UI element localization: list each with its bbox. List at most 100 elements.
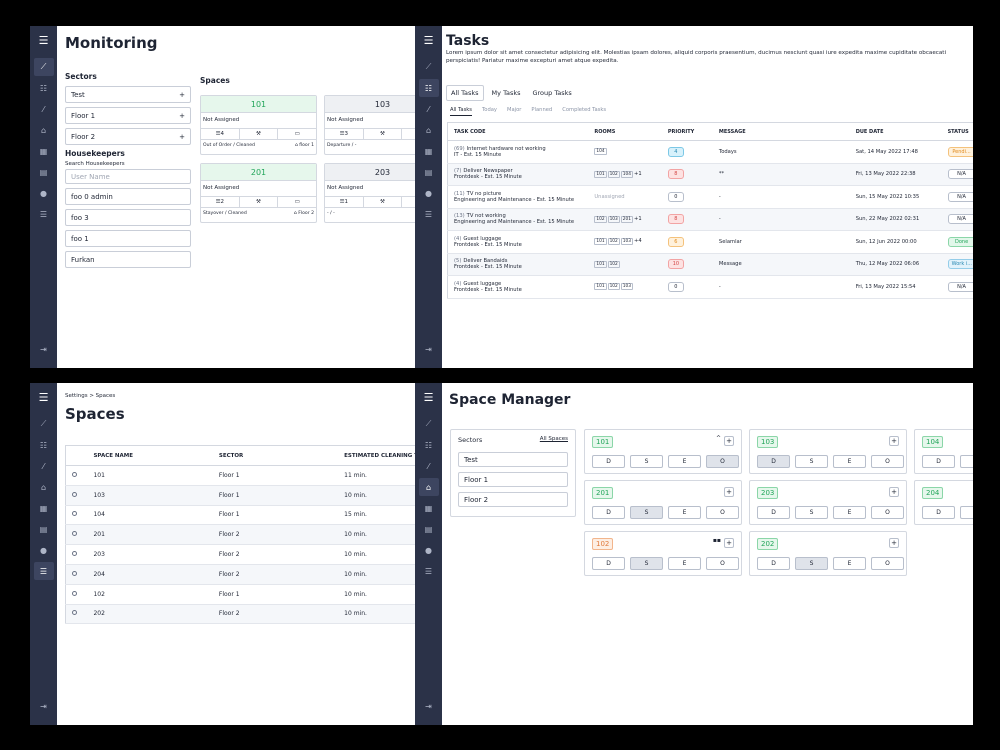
tab-group-tasks[interactable]: Group Tasks: [532, 89, 572, 97]
plus-icon[interactable]: +: [889, 538, 899, 548]
status-button-o[interactable]: O: [871, 455, 904, 468]
chart-icon[interactable]: ⟋: [425, 62, 432, 71]
subtab-completed-tasks[interactable]: Completed Tasks: [562, 107, 607, 113]
column-header[interactable]: ESTIMATED CLEANING T: [338, 445, 420, 466]
housekeeper-item[interactable]: Furkan: [65, 251, 191, 268]
status-button-e[interactable]: E: [833, 506, 866, 519]
row-radio[interactable]: [72, 531, 77, 537]
status-button-d[interactable]: D: [592, 506, 625, 519]
housekeeper-item[interactable]: foo 0 admin: [65, 188, 191, 205]
menu-icon[interactable]: ☰: [38, 33, 49, 47]
broom-icon[interactable]: ⁄: [42, 104, 45, 114]
column-header[interactable]: SECTOR: [212, 445, 339, 466]
space-card[interactable]: 101 Not Assigned ☰ 4 ⚒ ▭ Out of Order / Clean…: [200, 95, 317, 155]
subtab-today[interactable]: Today: [481, 107, 497, 113]
clipboard-icon[interactable]: ▤: [424, 524, 433, 534]
status-button-o[interactable]: O: [706, 455, 739, 468]
clipboard-icon[interactable]: ▤: [39, 524, 48, 534]
table-row[interactable]: 102 Floor 1 10 min.: [65, 584, 420, 605]
table-row[interactable]: (7) Deliver Newspaper Frontdesk - Est. 15 …: [447, 163, 973, 186]
calendar-icon[interactable]: ▦: [424, 503, 433, 513]
sector-item[interactable]: Test: [458, 452, 568, 467]
list-icon[interactable]: ☷: [424, 440, 433, 450]
user-icon[interactable]: ●: [425, 545, 432, 555]
chart-icon[interactable]: ⟋: [40, 419, 47, 428]
list-icon[interactable]: ☷: [39, 440, 48, 450]
subtab-all-tasks[interactable]: All Tasks: [450, 107, 472, 116]
status-button-d[interactable]: D: [592, 557, 625, 570]
column-header[interactable]: SPACE NAME: [87, 445, 213, 466]
space-card[interactable]: 102 ▪▪ + D S E O: [584, 531, 742, 576]
column-header[interactable]: DUE DATE: [849, 122, 942, 141]
bed-icon[interactable]: ▭: [294, 199, 300, 205]
subtab-major[interactable]: Major: [507, 107, 522, 113]
status-badge[interactable]: Done: [947, 236, 973, 247]
table-row[interactable]: (11) TV no picture Engineering and Mainten…: [447, 185, 973, 209]
all-spaces-link[interactable]: All Spaces: [539, 436, 568, 442]
space-card[interactable]: 103 Not Assigned ☰ 3⚒▭ Departure / -: [324, 95, 420, 155]
chart-icon[interactable]: ⟋: [33, 58, 54, 76]
housekeeper-item[interactable]: foo 1: [65, 230, 191, 247]
tab-my-tasks[interactable]: My Tasks: [491, 89, 521, 97]
chart-icon[interactable]: ⟋: [425, 419, 432, 428]
status-button-d[interactable]: D: [592, 455, 625, 468]
plus-icon[interactable]: +: [724, 487, 734, 497]
row-radio[interactable]: [72, 570, 77, 576]
user-icon[interactable]: ●: [40, 545, 47, 555]
clipboard-icon[interactable]: ▤: [39, 167, 48, 177]
status-button-e[interactable]: E: [668, 455, 701, 468]
status-button-e[interactable]: E: [833, 455, 866, 468]
user-icon[interactable]: ●: [425, 188, 432, 198]
sliders-icon[interactable]: ☰: [39, 209, 48, 219]
tasks-count[interactable]: ☰ 2: [201, 197, 240, 207]
housekeeper-search-input[interactable]: User Name: [65, 169, 191, 184]
plus-icon[interactable]: +: [179, 90, 185, 99]
space-card[interactable]: 202 + D S E O: [749, 531, 907, 576]
table-row[interactable]: (13) TV not working Engineering and Mainte…: [447, 208, 973, 231]
status-button-o[interactable]: O: [706, 557, 739, 570]
home-icon[interactable]: ⌂: [40, 125, 47, 135]
row-radio[interactable]: [72, 491, 77, 497]
plus-icon[interactable]: +: [724, 538, 734, 548]
sliders-icon[interactable]: ☰: [424, 209, 433, 219]
space-card[interactable]: 201 Not Assigned ☰ 2 ⚒ ▭ Stayover / Cleaned ⌂ …: [200, 163, 317, 223]
broom-icon[interactable]: ⁄: [427, 461, 430, 471]
user-icon[interactable]: ●: [40, 188, 47, 198]
status-button-s[interactable]: S: [795, 506, 828, 519]
plus-icon[interactable]: +: [889, 487, 899, 497]
sliders-icon[interactable]: ☰: [424, 566, 433, 576]
sector-item[interactable]: Floor 2 +: [65, 128, 191, 145]
calendar-icon[interactable]: ▦: [424, 146, 433, 156]
sector-item[interactable]: Floor 1 +: [65, 107, 191, 124]
status-badge[interactable]: N/A: [947, 214, 973, 225]
status-button-s[interactable]: S: [630, 506, 663, 519]
sector-item[interactable]: Floor 1: [458, 472, 568, 487]
row-radio[interactable]: [72, 471, 77, 477]
status-button-s[interactable]: S: [630, 557, 663, 570]
status-button-d[interactable]: D: [757, 557, 790, 570]
column-header[interactable]: PRIORITY: [661, 122, 713, 141]
table-row[interactable]: (4) Guest luggage Frontdesk - Est. 15 Minu…: [447, 275, 973, 299]
table-row[interactable]: 104 Floor 1 15 min.: [65, 505, 420, 526]
clipboard-icon[interactable]: ▤: [424, 167, 433, 177]
table-row[interactable]: 202 Floor 2 10 min.: [65, 604, 420, 625]
table-row[interactable]: (4) Guest luggage Frontdesk - Est. 15 Minu…: [447, 230, 973, 254]
status-button-d[interactable]: D: [757, 455, 790, 468]
column-header[interactable]: TASK CODE: [447, 122, 589, 141]
list-icon[interactable]: ☷: [39, 83, 48, 93]
column-header[interactable]: ROOMS: [588, 122, 662, 141]
broom-icon[interactable]: ⁄: [42, 461, 45, 471]
column-header[interactable]: MESSAGE: [712, 122, 850, 141]
calendar-icon[interactable]: ▦: [39, 146, 48, 156]
row-radio[interactable]: [72, 551, 77, 557]
plus-icon[interactable]: +: [724, 436, 734, 446]
subtab-planned[interactable]: Planned: [531, 107, 553, 113]
table-row[interactable]: 101 Floor 1 11 min.: [65, 465, 420, 486]
tools-icon[interactable]: ⚒: [364, 129, 403, 139]
housekeeper-item[interactable]: foo 3: [65, 209, 191, 226]
table-row[interactable]: 201 Floor 2 10 min.: [65, 524, 420, 546]
status-button-s[interactable]: S: [960, 455, 973, 468]
sector-item[interactable]: Test +: [65, 86, 191, 103]
status-button-d[interactable]: D: [922, 455, 955, 468]
